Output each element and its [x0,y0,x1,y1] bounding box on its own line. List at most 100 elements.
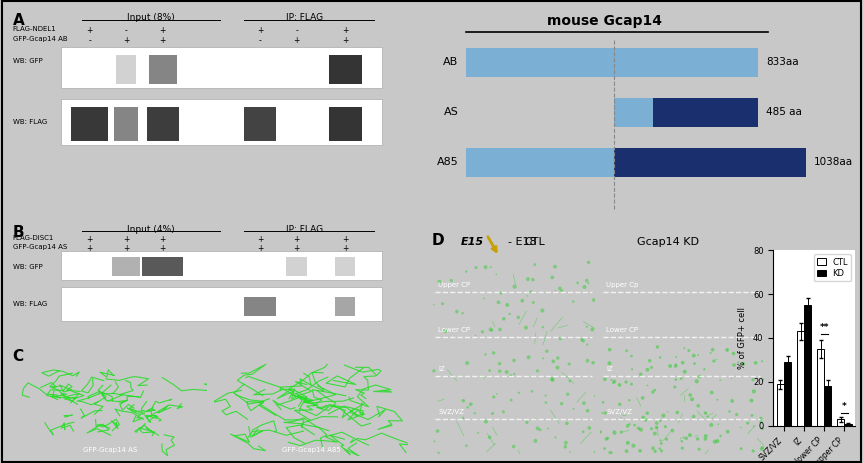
Point [521,275,535,283]
Point [563,360,576,368]
Text: +: + [86,26,93,35]
Point [581,357,595,364]
Point [555,287,569,294]
Text: *: * [842,402,847,412]
Point [620,447,633,455]
Point [706,346,720,353]
Point [725,397,739,405]
Point [734,445,748,452]
Point [432,449,445,457]
Legend: CTL, KD: CTL, KD [814,254,851,282]
Point [549,434,563,441]
Point [596,399,610,406]
Point [525,388,539,395]
Point [674,435,688,442]
Point [477,373,491,381]
Point [652,445,666,452]
Bar [114,107,138,140]
Point [620,422,634,430]
Point [627,442,640,450]
Point [535,307,549,314]
Point [665,427,679,434]
Point [587,296,601,304]
Point [576,428,590,436]
Point [634,426,648,433]
Point [549,287,563,294]
Point [583,424,596,432]
Point [500,369,513,376]
Bar [147,107,179,140]
Point [468,410,482,417]
Point [504,396,518,404]
Text: -: - [295,26,298,35]
Point [492,299,506,306]
Text: +: + [123,244,129,253]
Point [436,300,450,307]
Point [648,386,662,394]
Text: C: C [13,350,24,364]
Point [580,341,594,348]
Point [545,375,559,383]
Text: +: + [257,236,263,244]
Point [496,408,510,415]
Point [721,346,734,354]
Point [659,436,673,443]
Point [520,292,534,300]
Point [598,375,612,383]
Text: Lower CP: Lower CP [438,327,470,333]
Point [580,277,594,284]
Point [577,283,591,291]
Point [648,448,662,455]
Point [469,264,483,271]
Point [582,259,595,266]
Point [469,332,482,339]
Text: -: - [125,26,128,35]
Text: mouse Gcap14: mouse Gcap14 [547,14,662,28]
Point [563,377,576,385]
Point [503,310,517,318]
Point [690,435,704,443]
Point [670,353,683,361]
Point [486,410,500,417]
Point [614,428,628,436]
Bar [466,48,759,77]
Bar [784,362,791,426]
Point [704,421,718,429]
Point [589,393,602,400]
Bar [61,47,381,88]
Text: +: + [123,37,129,45]
Point [607,427,620,435]
Point [675,438,689,445]
Text: E15: E15 [461,237,484,247]
Point [461,404,475,411]
Point [721,428,734,435]
Point [484,325,498,333]
Point [648,430,662,437]
Point [754,418,768,425]
Point [471,429,485,437]
Point [501,301,514,309]
Point [431,427,444,435]
Text: A: A [13,13,24,28]
Point [682,347,696,354]
Point [711,420,725,428]
Bar [614,98,652,127]
Point [613,381,627,388]
Point [588,448,602,456]
Point [745,412,759,419]
Point [512,389,526,396]
Point [655,447,669,455]
Point [531,425,545,432]
Point [561,390,575,398]
Text: - E18: - E18 [507,237,536,247]
Text: WB: GFP: WB: GFP [13,264,42,270]
Point [677,344,691,352]
Point [747,388,761,395]
Bar [148,55,177,84]
Bar [466,148,614,177]
Point [728,361,741,369]
Point [438,327,452,335]
Point [522,354,536,361]
Bar [244,297,276,316]
Bar [614,148,806,177]
